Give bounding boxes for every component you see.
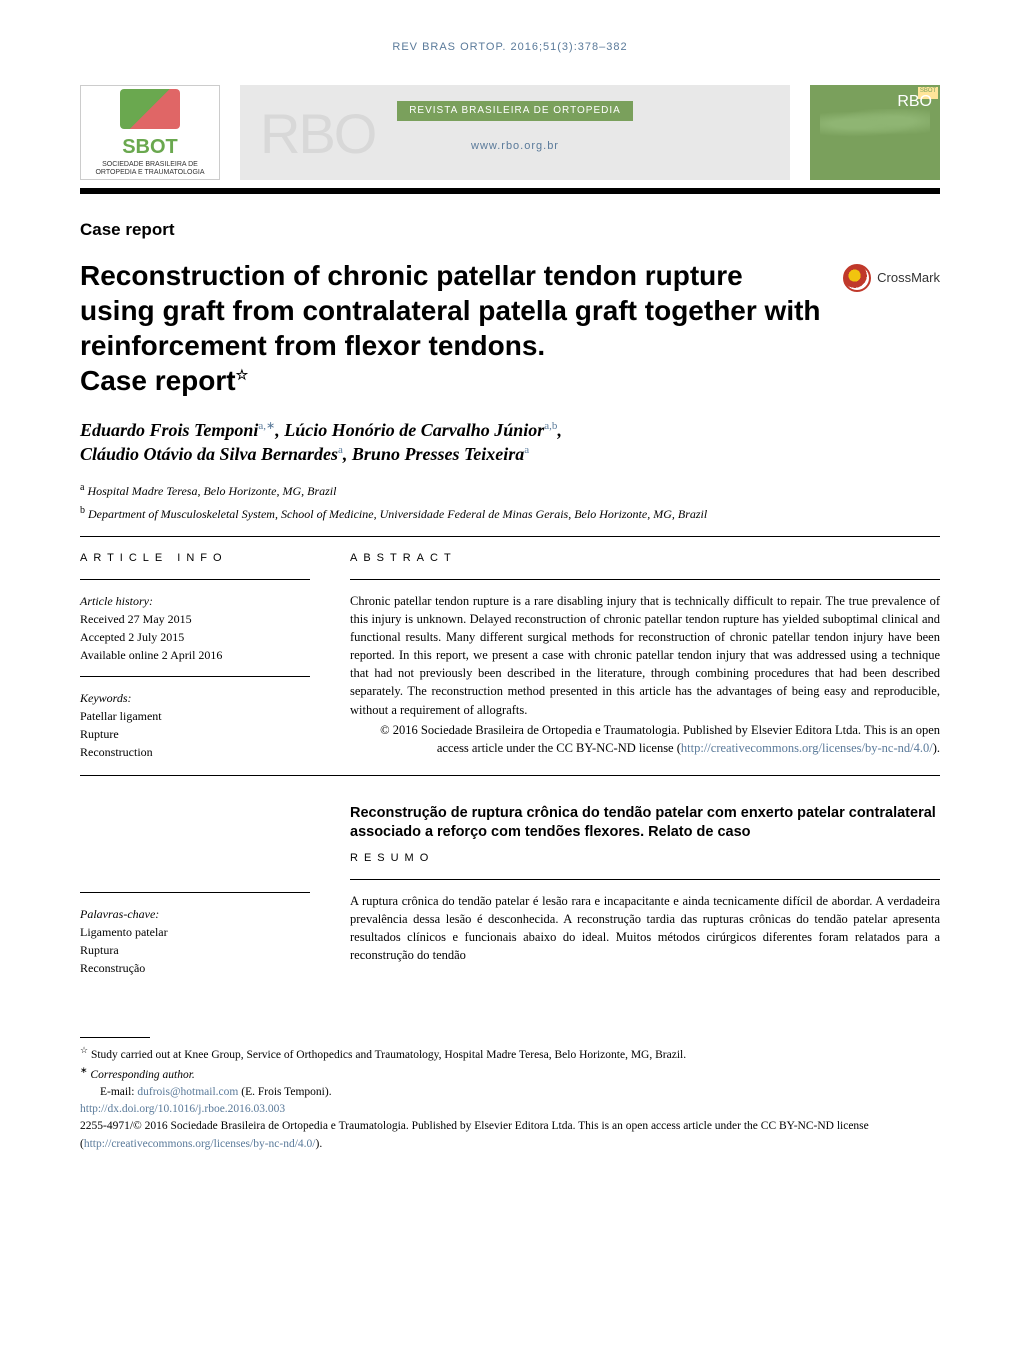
author-1: Eduardo Frois Temponi (80, 420, 258, 440)
rule-between-abstracts (80, 775, 940, 776)
footnote-license-link[interactable]: http://creativecommons.org/licenses/by-n… (84, 1138, 316, 1150)
author-4-affil: a (524, 444, 529, 456)
palavras-column: Palavras-chave: Ligamento patelar Ruptur… (80, 790, 310, 977)
running-head-issue: 2016;51(3): (511, 41, 578, 53)
author-4: Bruno Presses Teixeira (352, 444, 524, 464)
running-head-pages: 378–382 (578, 41, 628, 53)
portuguese-title: Reconstrução de ruptura crônica do tendã… (350, 804, 940, 842)
header-rule (80, 188, 940, 194)
abstract-text: Chronic patellar tendon rupture is a rar… (350, 594, 940, 717)
abstract-column: ABSTRACT Chronic patellar tendon rupture… (350, 551, 940, 760)
crossmark-label: CrossMark (877, 269, 940, 287)
keyword-2: Rupture (80, 725, 310, 743)
title-star: ☆ (236, 367, 249, 383)
article-title: Reconstruction of chronic patellar tendo… (80, 258, 823, 398)
affiliation-b: b Department of Musculoskeletal System, … (80, 504, 940, 523)
palavras-divider (80, 892, 310, 893)
info-divider-1 (80, 579, 310, 580)
author-3: Cláudio Otávio da Silva Bernardes (80, 444, 338, 464)
abstract-copyright: © 2016 Sociedade Brasileira de Ortopedia… (350, 721, 940, 757)
footnote-email: E-mail: dufrois@hotmail.com (E. Frois Te… (80, 1084, 940, 1101)
header-band: SBOT SOCIEDADE BRASILEIRA DE ORTOPEDIA E… (80, 85, 940, 180)
running-head-journal: REV BRAS ORTOP. (392, 41, 506, 53)
sbot-fullname: SOCIEDADE BRASILEIRA DE ORTOPEDIA E TRAU… (81, 161, 219, 176)
resumo-heading: RESUMO (350, 851, 940, 866)
keywords-block: Keywords: Patellar ligament Rupture Reco… (80, 689, 310, 761)
sbot-acronym: SBOT (122, 133, 178, 161)
journal-banner: RBO REVISTA BRASILEIRA DE ORTOPEDIA www.… (240, 85, 790, 180)
keyword-1: Patellar ligament (80, 707, 310, 725)
cover-map-graphic (820, 109, 930, 139)
footnote-email-link[interactable]: dufrois@hotmail.com (137, 1086, 238, 1098)
footnote-corr-label: Corresponding author. (90, 1069, 194, 1081)
affiliation-a-text: Hospital Madre Teresa, Belo Horizonte, M… (87, 484, 336, 498)
palavras-label: Palavras-chave: (80, 905, 310, 923)
footnote-email-name: (E. Frois Temponi). (238, 1086, 331, 1098)
authors: Eduardo Frois Temponia,∗, Lúcio Honório … (80, 418, 940, 467)
title-sub: Case report (80, 365, 236, 396)
history-online: Available online 2 April 2016 (80, 646, 310, 664)
article-info-heading: ARTICLE INFO (80, 551, 310, 566)
sbot-logo-mark (120, 89, 180, 129)
article-history: Article history: Received 27 May 2015 Ac… (80, 592, 310, 664)
footnote-email-label: E-mail: (100, 1086, 137, 1098)
author-3-affil: a (338, 444, 343, 456)
banner-strip: REVISTA BRASILEIRA DE ORTOPEDIA (397, 101, 633, 121)
resumo-column: Reconstrução de ruptura crônica do tendã… (350, 790, 940, 977)
palavra-2: Ruptura (80, 941, 310, 959)
banner-url[interactable]: www.rbo.org.br (471, 139, 559, 154)
section-label: Case report (80, 218, 940, 242)
abstract-body: Chronic patellar tendon rupture is a rar… (350, 592, 940, 757)
rule-above-abstract (80, 536, 940, 537)
author-2: Lúcio Honório de Carvalho Júnior (284, 420, 544, 440)
sbot-logo: SBOT SOCIEDADE BRASILEIRA DE ORTOPEDIA E… (80, 85, 220, 180)
abstract-close-paren: ). (933, 741, 940, 755)
crossmark-icon (843, 264, 871, 292)
palavra-3: Reconstrução (80, 959, 310, 977)
crossmark-link[interactable]: CrossMark (843, 264, 940, 292)
author-2-affil: a,b (544, 420, 557, 432)
palavras-block: Palavras-chave: Ligamento patelar Ruptur… (80, 905, 310, 977)
title-main: Reconstruction of chronic patellar tendo… (80, 260, 821, 361)
palavras-spacer (80, 790, 310, 880)
abstract-license-link[interactable]: http://creativecommons.org/licenses/by-n… (681, 741, 933, 755)
title-row: Reconstruction of chronic patellar tendo… (80, 258, 940, 418)
footnote-close-paren: ). (316, 1138, 323, 1150)
keywords-label: Keywords: (80, 689, 310, 707)
footnote-corr: ∗ Corresponding author. (80, 1064, 940, 1084)
footnote-doi-link[interactable]: http://dx.doi.org/10.1016/j.rboe.2016.03… (80, 1103, 285, 1115)
history-label: Article history: (80, 592, 310, 610)
info-divider-2 (80, 676, 310, 677)
banner-watermark: RBO (260, 95, 375, 173)
history-received: Received 27 May 2015 (80, 610, 310, 628)
resumo-row: Palavras-chave: Ligamento patelar Ruptur… (80, 790, 940, 977)
resumo-body: A ruptura crônica do tendão patelar é le… (350, 892, 940, 965)
abstract-divider (350, 579, 940, 580)
resumo-divider (350, 879, 940, 880)
footnotes: ☆ Study carried out at Knee Group, Servi… (80, 1037, 940, 1153)
palavra-1: Ligamento patelar (80, 923, 310, 941)
journal-cover-thumbnail: SBOT RBO (810, 85, 940, 180)
author-1-affil: a, (258, 420, 266, 432)
affiliation-a: a Hospital Madre Teresa, Belo Horizonte,… (80, 481, 940, 500)
keyword-3: Reconstruction (80, 743, 310, 761)
article-info-column: ARTICLE INFO Article history: Received 2… (80, 551, 310, 760)
running-head: REV BRAS ORTOP. 2016;51(3):378–382 (80, 40, 940, 55)
author-1-corr: ∗ (266, 420, 275, 432)
affiliation-b-text: Department of Musculoskeletal System, Sc… (88, 507, 707, 521)
footnote-issn: 2255-4971/© 2016 Sociedade Brasileira de… (80, 1118, 940, 1153)
footnote-rule (80, 1037, 150, 1038)
footnote-study: ☆ Study carried out at Knee Group, Servi… (80, 1044, 940, 1064)
footnote-study-text: Study carried out at Knee Group, Service… (91, 1049, 686, 1061)
info-abstract-row: ARTICLE INFO Article history: Received 2… (80, 551, 940, 760)
abstract-heading: ABSTRACT (350, 551, 940, 566)
history-accepted: Accepted 2 July 2015 (80, 628, 310, 646)
